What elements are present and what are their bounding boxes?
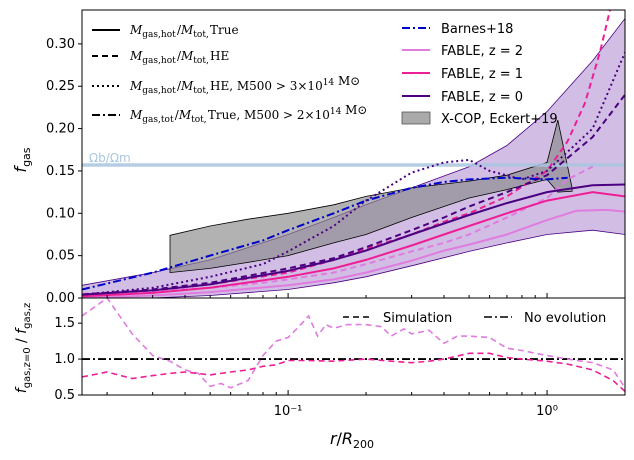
bottom-legend: Simulation No evolution [343,311,606,326]
legend-right-label: Barnes+18 [441,22,513,37]
top-ylabel: fgas [11,147,33,172]
legend-right-label: FABLE, z = 1 [441,67,523,82]
legend-right-label: X-COP, Eckert+19 [441,112,558,127]
series-fable-z-1-solid [82,191,625,298]
bottom-ytick-label: 1.5 [54,316,75,331]
bottom-xlabel: r/R200 [330,429,374,451]
omega-label: Ωb/Ωm [89,151,131,165]
top-legend-right: Barnes+18 FABLE, z = 2 FABLE, z = 1 FABLE, … [401,22,558,127]
bottom-xtick-label: 10⁰ [536,404,558,419]
series-z-1-ratio [82,352,625,392]
legend-left-label: Mgas,hot /Mtot, HE, M500 > 3×1014 M⊙ [129,74,360,96]
legend-left-label: Mgas,hot /Mtot, HE [129,49,229,66]
top-ytick-label: 0.20 [46,122,75,137]
top-ytick-label: 0.30 [46,37,75,52]
bottom-axes-frame [81,297,626,396]
top-legend-left: Mgas,hot /Mtot, True Mgas,hot /Mtot, HE Mg… [92,23,367,125]
legend-left-label: Mgas,hot /Mtot, True [129,23,239,40]
top-ytick-label: 0.25 [46,79,75,94]
legend-right-label: FABLE, z = 2 [441,44,523,59]
bottom-ytick-label: 1.0 [54,352,75,367]
series-fable-z-2-solid [82,208,625,298]
bottom-xtick-label: 10⁻¹ [274,404,303,419]
top-ytick-label: 0.00 [46,291,75,306]
series-fable-z-0-solid [82,183,625,296]
legend-left-label: Mgas,tot /Mtot, True, M500 > 2×1014 M⊙ [129,103,367,125]
bottom-ylabel: fgas,z=0 / fgas,z [14,303,33,393]
series-barnes-18 [82,176,568,291]
bottom-legend-label: Simulation [383,311,452,326]
legend-right-label: FABLE, z = 0 [441,90,523,105]
legend-right-swatch [401,111,431,125]
bottom-legend-label: No evolution [524,311,606,326]
bottom-ytick-label: 0.5 [54,388,75,403]
series-fable-z-2-dashed [82,165,594,295]
top-ytick-label: 0.05 [46,249,75,264]
top-ytick-label: 0.15 [46,164,75,179]
series-fable-z-0-dashed [82,94,625,296]
series-z-2-ratio [82,298,625,389]
top-ytick-label: 0.10 [46,206,75,221]
